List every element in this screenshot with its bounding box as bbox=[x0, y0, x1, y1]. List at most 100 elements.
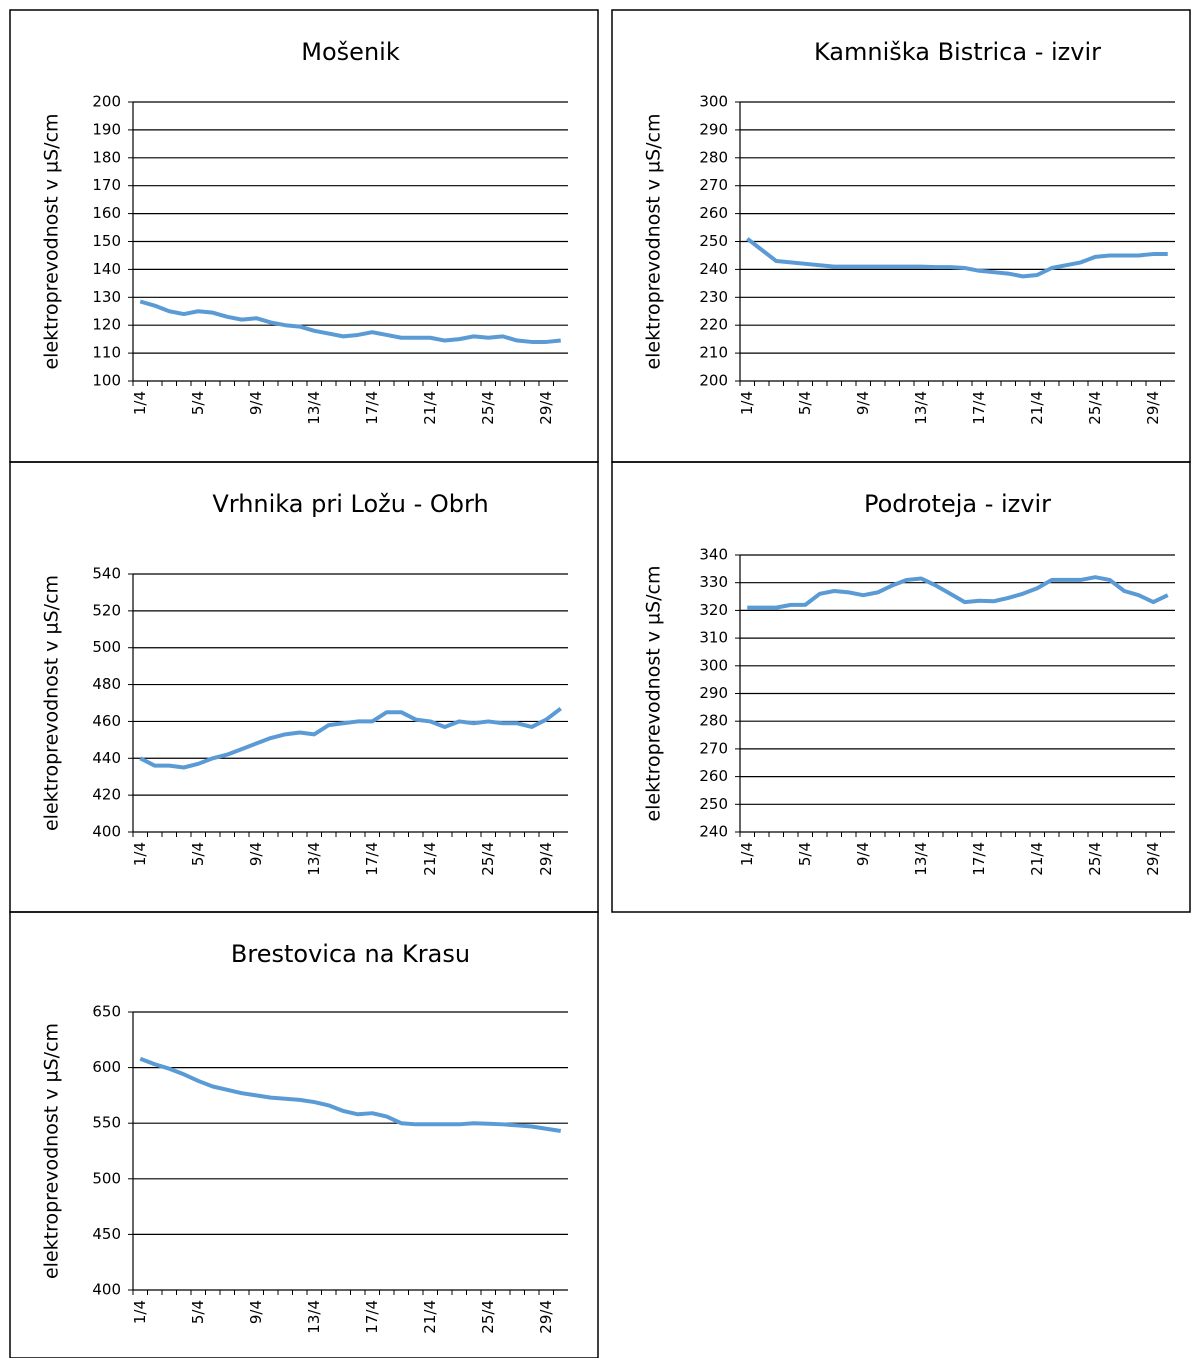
y-axis-label: elektroprevodnost v µS/cm bbox=[41, 575, 63, 831]
y-tick-label: 550 bbox=[92, 1114, 121, 1132]
y-tick-label: 200 bbox=[92, 93, 121, 111]
x-tick-label: 5/4 bbox=[796, 391, 814, 415]
x-tick-label: 17/4 bbox=[970, 391, 988, 425]
y-tick-label: 650 bbox=[92, 1003, 121, 1021]
x-tick-label: 29/4 bbox=[1144, 391, 1162, 425]
y-tick-label: 400 bbox=[92, 1281, 121, 1299]
y-tick-label: 250 bbox=[699, 232, 728, 250]
x-tick-label: 17/4 bbox=[363, 842, 381, 876]
y-tick-label: 190 bbox=[92, 120, 121, 138]
x-tick-label: 9/4 bbox=[854, 391, 872, 415]
y-tick-label: 500 bbox=[92, 1169, 121, 1187]
y-tick-label: 110 bbox=[92, 344, 121, 362]
y-tick-label: 310 bbox=[699, 629, 728, 647]
y-tick-label: 500 bbox=[92, 638, 121, 656]
y-tick-label: 340 bbox=[699, 546, 728, 564]
x-tick-label: 13/4 bbox=[305, 842, 323, 876]
y-tick-label: 120 bbox=[92, 316, 121, 334]
x-tick-label: 25/4 bbox=[479, 842, 497, 876]
x-tick-label: 17/4 bbox=[970, 842, 988, 876]
x-tick-label: 5/4 bbox=[796, 842, 814, 866]
y-axis-label: elektroprevodnost v µS/cm bbox=[643, 565, 665, 821]
x-tick-label: 21/4 bbox=[421, 842, 439, 876]
y-tick-label: 170 bbox=[92, 176, 121, 194]
y-axis-label: elektroprevodnost v µS/cm bbox=[41, 1023, 63, 1279]
x-tick-label: 25/4 bbox=[1086, 391, 1104, 425]
x-tick-label: 29/4 bbox=[537, 391, 555, 425]
x-tick-label: 25/4 bbox=[1086, 842, 1104, 876]
data-line bbox=[747, 575, 1169, 610]
data-line bbox=[746, 237, 1168, 279]
y-tick-label: 270 bbox=[699, 176, 728, 194]
x-tick-label: 29/4 bbox=[537, 842, 555, 876]
x-tick-label: 17/4 bbox=[363, 1300, 381, 1334]
x-tick-label: 17/4 bbox=[363, 391, 381, 425]
x-tick-label: 9/4 bbox=[247, 391, 265, 415]
y-tick-label: 130 bbox=[92, 288, 121, 306]
chart-title: Vrhnika pri Ložu - Obrh bbox=[212, 490, 488, 518]
y-tick-label: 480 bbox=[92, 675, 121, 693]
y-tick-label: 400 bbox=[92, 823, 121, 841]
x-tick-label: 29/4 bbox=[537, 1300, 555, 1334]
x-tick-label: 9/4 bbox=[854, 842, 872, 866]
y-tick-label: 220 bbox=[699, 316, 728, 334]
y-tick-label: 230 bbox=[699, 288, 728, 306]
x-tick-label: 1/4 bbox=[738, 391, 756, 415]
x-tick-label: 13/4 bbox=[912, 842, 930, 876]
y-tick-label: 140 bbox=[92, 260, 121, 278]
y-tick-label: 150 bbox=[92, 232, 121, 250]
y-tick-label: 280 bbox=[699, 712, 728, 730]
chart-title: Kamniška Bistrica - izvir bbox=[814, 38, 1101, 66]
y-tick-label: 300 bbox=[699, 93, 728, 111]
data-line bbox=[139, 706, 562, 770]
chart-title: Brestovica na Krasu bbox=[231, 940, 470, 968]
y-tick-label: 330 bbox=[699, 573, 728, 591]
x-tick-label: 25/4 bbox=[479, 1300, 497, 1334]
y-tick-label: 240 bbox=[699, 260, 728, 278]
y-tick-label: 270 bbox=[699, 739, 728, 757]
chart-title: Podroteja - izvir bbox=[864, 490, 1051, 518]
y-axis-label: elektroprevodnost v µS/cm bbox=[643, 113, 665, 369]
x-tick-label: 13/4 bbox=[305, 391, 323, 425]
x-tick-label: 13/4 bbox=[912, 391, 930, 425]
y-tick-label: 160 bbox=[92, 204, 121, 222]
y-tick-label: 540 bbox=[92, 565, 121, 583]
y-tick-label: 210 bbox=[699, 344, 728, 362]
x-tick-label: 21/4 bbox=[421, 1300, 439, 1334]
x-tick-label: 5/4 bbox=[189, 842, 207, 866]
x-tick-label: 13/4 bbox=[305, 1300, 323, 1334]
y-tick-label: 200 bbox=[699, 372, 728, 390]
data-line bbox=[139, 1056, 562, 1133]
x-tick-label: 9/4 bbox=[247, 1300, 265, 1324]
y-tick-label: 300 bbox=[699, 656, 728, 674]
x-tick-label: 21/4 bbox=[421, 391, 439, 425]
y-tick-label: 450 bbox=[92, 1225, 121, 1243]
y-tick-label: 180 bbox=[92, 148, 121, 166]
x-tick-label: 9/4 bbox=[247, 842, 265, 866]
x-tick-label: 1/4 bbox=[738, 842, 756, 866]
panel-border bbox=[9, 911, 599, 1358]
chart-title: Mošenik bbox=[301, 38, 400, 66]
y-tick-label: 280 bbox=[699, 148, 728, 166]
x-tick-label: 21/4 bbox=[1028, 391, 1046, 425]
y-tick-label: 420 bbox=[92, 786, 121, 804]
y-tick-label: 290 bbox=[699, 120, 728, 138]
y-tick-label: 100 bbox=[92, 372, 121, 390]
y-tick-label: 260 bbox=[699, 204, 728, 222]
y-tick-label: 260 bbox=[699, 767, 728, 785]
y-tick-label: 440 bbox=[92, 749, 121, 767]
x-tick-label: 5/4 bbox=[189, 1300, 207, 1324]
x-tick-label: 5/4 bbox=[189, 391, 207, 415]
y-tick-label: 250 bbox=[699, 795, 728, 813]
y-tick-label: 460 bbox=[92, 712, 121, 730]
y-tick-label: 290 bbox=[699, 684, 728, 702]
x-tick-label: 1/4 bbox=[131, 391, 149, 415]
y-tick-label: 240 bbox=[699, 823, 728, 841]
data-line bbox=[139, 299, 561, 344]
x-tick-label: 1/4 bbox=[131, 842, 149, 866]
y-tick-label: 520 bbox=[92, 601, 121, 619]
x-tick-label: 25/4 bbox=[479, 391, 497, 425]
x-tick-label: 1/4 bbox=[131, 1300, 149, 1324]
x-tick-label: 21/4 bbox=[1028, 842, 1046, 876]
